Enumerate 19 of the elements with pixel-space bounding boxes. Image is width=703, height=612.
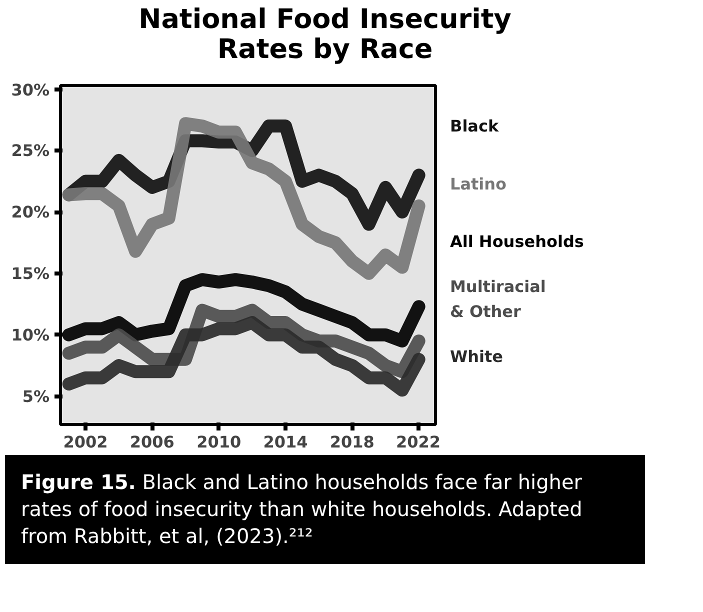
y-tick-label: 15%: [11, 264, 50, 283]
text: Multiracial & Other: [450, 277, 546, 321]
x-tick-label: 2022: [396, 432, 440, 452]
y-tick-label: 30%: [11, 80, 50, 100]
x-tick-label: 2014: [263, 432, 308, 452]
y-tick-label: 20%: [11, 202, 50, 222]
text: Black: [450, 116, 499, 136]
caption: Figure 15. Black and Latino households face far higher rates of food insecurity than white households. Adapted from Rabbitt, et al, (2023).²¹²: [5, 455, 645, 564]
series-label: White: [450, 347, 504, 366]
text: Latino: [450, 174, 507, 194]
chart-title: National Food Insecurity Rates by Race: [138, 4, 512, 65]
x-tick-label: 2018: [330, 432, 374, 452]
text: All Households: [450, 232, 584, 251]
x-tick-label: 2010: [196, 432, 242, 452]
y-tick-label: 25%: [11, 141, 50, 160]
y-tick-label: 5%: [22, 386, 50, 406]
x-tick-label: 2006: [130, 432, 174, 452]
x-tick-label: 2002: [63, 432, 108, 452]
y-tick-label: 10%: [11, 325, 50, 344]
